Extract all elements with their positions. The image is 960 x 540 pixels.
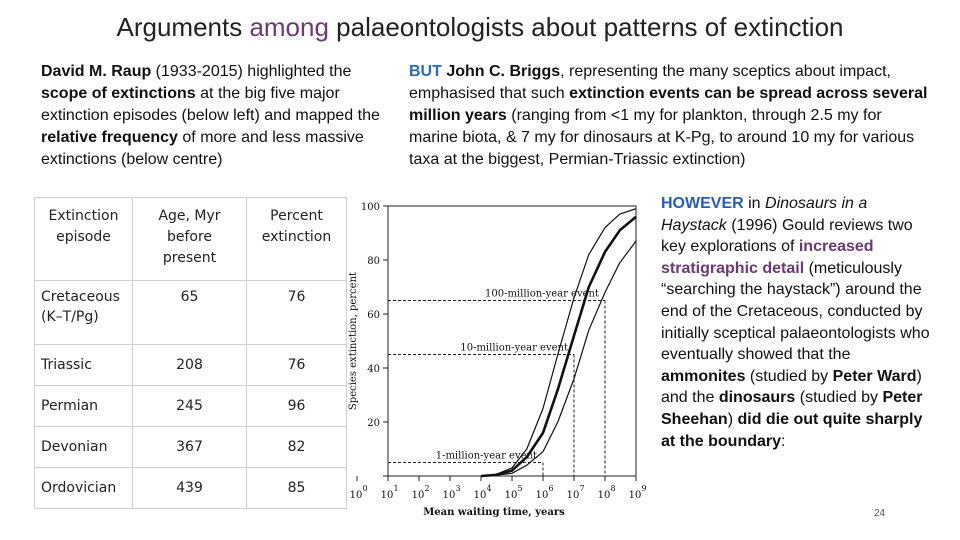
x-tick-label: 10 [567, 490, 580, 501]
y-tick-label: 100 [361, 202, 380, 213]
x-tick-exponent: 1 [393, 484, 398, 493]
table-header-cell: Percent extinction [246, 197, 347, 281]
x-tick-label: 10 [350, 490, 363, 501]
x-tick-exponent: 4 [486, 484, 491, 493]
table-header-cell: Age, Myr before present [132, 197, 247, 281]
table-header-row: Extinction episode Age, Myr before prese… [34, 197, 347, 281]
y-tick-label: 60 [367, 310, 380, 321]
table-cell-episode: Cretaceous (K–T/Pg) [34, 280, 133, 345]
table-row: Cretaceous (K–T/Pg) 65 76 [34, 280, 347, 345]
table-cell-episode: Triassic [34, 344, 133, 386]
x-tick-label: 10 [505, 490, 518, 501]
x-tick-label: 10 [381, 490, 394, 501]
table-cell-age: 245 [132, 385, 247, 427]
table-cell-percent: 85 [246, 467, 347, 509]
page-title: Arguments among palaeontologists about p… [116, 12, 844, 42]
x-tick-exponent: 9 [641, 484, 646, 493]
x-tick-exponent: 8 [610, 484, 615, 493]
page-number: 24 [874, 508, 886, 519]
table-cell-percent: 96 [246, 385, 347, 427]
table-cell-percent: 82 [246, 426, 347, 468]
extinction-curve-3 [480, 240, 637, 477]
left-paragraph: David M. Raup (1933-2015) highlighted th… [41, 63, 380, 168]
x-tick-label: 10 [443, 490, 456, 501]
table-header-cell: Extinction episode [34, 197, 133, 281]
table-row: Ordovician 439 85 [34, 467, 347, 509]
x-tick-exponent: 7 [579, 484, 584, 493]
x-tick-label: 10 [598, 490, 611, 501]
extinction-curve-1 [480, 208, 637, 477]
table-cell-percent: 76 [246, 344, 347, 386]
table-cell-age: 439 [132, 467, 247, 509]
x-tick-label: 10 [412, 490, 425, 501]
event-label: 1-million-year event [436, 451, 537, 462]
plot-frame [387, 205, 637, 477]
x-tick-exponent: 3 [455, 484, 460, 493]
x-tick-exponent: 6 [548, 484, 553, 493]
table-cell-episode: Permian [34, 385, 133, 427]
event-label: 10-million-year event [460, 343, 568, 354]
event-label: 100-million-year event [485, 289, 599, 300]
x-tick-exponent: 0 [362, 484, 367, 493]
table-cell-age: 208 [132, 344, 247, 386]
y-tick-label: 20 [367, 418, 380, 429]
table-row: Triassic 208 76 [34, 344, 347, 386]
y-axis-label: Species extinction, percent [348, 272, 359, 410]
extinction-curve-2 [480, 215, 637, 478]
table-cell-episode: Ordovician [34, 467, 133, 509]
title-highlight: among [249, 12, 329, 42]
table-cell-age: 65 [132, 280, 247, 345]
table-cell-percent: 76 [246, 280, 347, 345]
table-row: Permian 245 96 [34, 385, 347, 427]
x-tick-label: 10 [536, 490, 549, 501]
x-tick-exponent: 2 [424, 484, 429, 493]
y-tick-label: 80 [367, 256, 380, 267]
extinction-table: Extinction episode Age, Myr before prese… [34, 197, 347, 509]
table-cell-episode: Devonian [34, 426, 133, 468]
x-axis-label: Mean waiting time, years [423, 507, 565, 518]
table-cell-age: 367 [132, 426, 247, 468]
x-tick-label: 10 [629, 490, 642, 501]
x-tick-label: 10 [474, 490, 487, 501]
right-paragraph: BUT John C. Briggs, representing the man… [409, 63, 928, 168]
x-tick-exponent: 5 [517, 484, 522, 493]
table-row: Devonian 367 82 [34, 426, 347, 468]
lower-right-paragraph: HOWEVER in Dinosaurs in a Haystack (1996… [661, 195, 930, 450]
y-tick-label: 40 [367, 364, 380, 375]
